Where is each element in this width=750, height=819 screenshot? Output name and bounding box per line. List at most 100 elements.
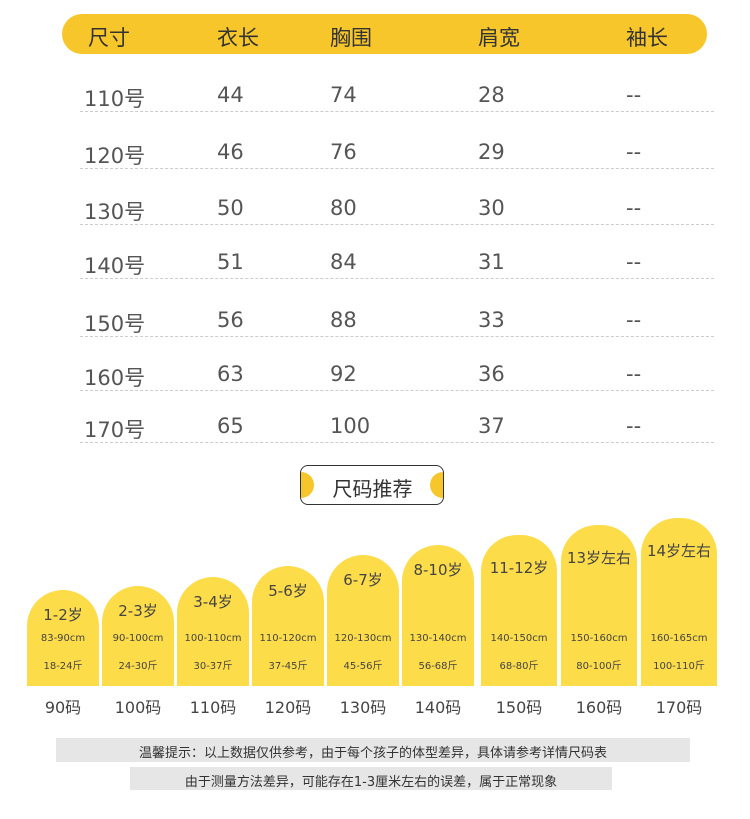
card-weight: 30-37斤 [193, 661, 233, 672]
table-cell: -- [626, 250, 642, 274]
card-height: 120-130cm [334, 633, 392, 644]
card-size: 100码 [114, 698, 162, 717]
card-weight: 24-30斤 [118, 661, 158, 672]
card-age: 2-3岁 [118, 602, 158, 620]
card-weight: 68-80斤 [499, 661, 539, 672]
header-cell: 胸围 [330, 26, 372, 50]
size-card [177, 577, 249, 686]
card-weight: 18-24斤 [43, 661, 83, 672]
section-pill [300, 465, 444, 505]
table-cell: 110号 [84, 87, 146, 111]
table-cell: 76 [330, 140, 357, 164]
note: 温馨提示：以上数据仅供参考，由于每个孩子的体型差异，具体请参考详情尺码表 [138, 746, 607, 761]
table-cell: 51 [217, 250, 244, 274]
card-age: 3-4岁 [193, 593, 233, 611]
table-cell: 150号 [84, 312, 146, 336]
table-cell: 28 [478, 83, 505, 107]
card-size: 120码 [264, 698, 312, 717]
card-age: 1-2岁 [43, 606, 83, 624]
note: 由于测量方法差异，可能存在1-3厘米左右的误差，属于正常现象 [184, 775, 558, 790]
section-title: 尺码推荐 [332, 477, 413, 501]
table-cell: 30 [478, 196, 505, 220]
table-cell: 140号 [84, 254, 146, 278]
table-cell: 170号 [84, 418, 146, 442]
row-divider [80, 224, 714, 225]
card-height: 110-120cm [259, 633, 317, 644]
table-cell: 50 [217, 196, 244, 220]
card-height: 160-165cm [650, 633, 708, 644]
table-cell: 36 [478, 362, 505, 386]
size-card [561, 525, 637, 686]
card-size: 110码 [189, 698, 237, 717]
card-age: 14岁左右 [646, 542, 712, 560]
size-card [102, 586, 174, 686]
table-cell: 80 [330, 196, 357, 220]
table-cell: -- [626, 362, 642, 386]
size-card [327, 555, 399, 686]
table-cell: 92 [330, 362, 357, 386]
card-weight: 100-110斤 [653, 661, 705, 672]
card-weight: 56-68斤 [418, 661, 458, 672]
card-weight: 37-45斤 [268, 661, 308, 672]
card-age: 8-10岁 [413, 561, 463, 579]
card-size: 170码 [655, 698, 703, 717]
table-cell: 100 [330, 414, 371, 438]
size-card [252, 566, 324, 686]
table-cell: 130号 [84, 200, 146, 224]
table-cell: 84 [330, 250, 357, 274]
card-size: 90码 [44, 698, 82, 717]
card-height: 150-160cm [570, 633, 628, 644]
card-age: 6-7岁 [343, 571, 383, 589]
table-cell: -- [626, 414, 642, 438]
table-cell: 74 [330, 83, 357, 107]
size-card [481, 535, 557, 686]
card-age: 5-6岁 [268, 582, 308, 600]
card-height: 83-90cm [40, 633, 86, 644]
size-card [27, 590, 99, 686]
table-cell: 56 [217, 308, 244, 332]
table-cell: 88 [330, 308, 357, 332]
header-cell: 尺寸 [88, 26, 130, 50]
table-cell: -- [626, 308, 642, 332]
card-height: 90-100cm [112, 633, 164, 644]
header-cell: 衣长 [217, 26, 259, 50]
size-card [641, 518, 717, 686]
table-cell: 120号 [84, 144, 146, 168]
row-divider [80, 111, 714, 112]
card-height: 100-110cm [184, 633, 242, 644]
row-divider [80, 336, 714, 337]
table-cell: 37 [478, 414, 505, 438]
table-cell: 63 [217, 362, 244, 386]
row-divider [80, 168, 714, 169]
row-divider [80, 278, 714, 279]
card-age: 11-12岁 [489, 559, 549, 577]
table-cell: 33 [478, 308, 505, 332]
header-cell: 肩宽 [478, 26, 520, 50]
table-cell: 65 [217, 414, 244, 438]
table-cell: 44 [217, 83, 244, 107]
size-card [402, 545, 474, 686]
card-size: 130码 [339, 698, 387, 717]
table-cell: 46 [217, 140, 244, 164]
table-cell: -- [626, 83, 642, 107]
table-cell: -- [626, 140, 642, 164]
table-cell: -- [626, 196, 642, 220]
table-header-bar [62, 14, 707, 54]
card-size: 150码 [495, 698, 543, 717]
card-size: 140码 [414, 698, 462, 717]
card-height: 140-150cm [490, 633, 548, 644]
note-bg [56, 738, 690, 762]
table-cell: 29 [478, 140, 505, 164]
card-height: 130-140cm [409, 633, 467, 644]
card-weight: 80-100斤 [576, 661, 622, 672]
card-size: 160码 [575, 698, 623, 717]
card-weight: 45-56斤 [343, 661, 383, 672]
table-cell: 31 [478, 250, 505, 274]
header-cell: 袖长 [626, 26, 668, 50]
row-divider [80, 442, 714, 443]
table-cell: 160号 [84, 366, 146, 390]
card-age: 13岁左右 [566, 549, 632, 567]
row-divider [80, 390, 714, 391]
note-bg [130, 767, 612, 790]
